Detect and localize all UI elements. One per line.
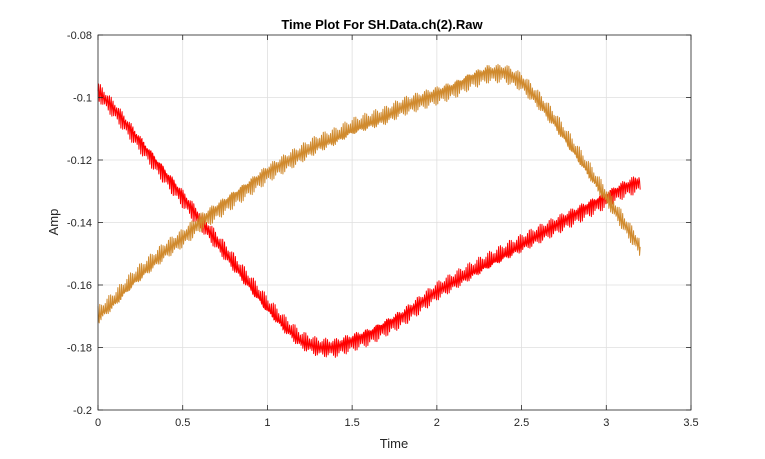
- y-tick-label: -0.12: [67, 155, 92, 167]
- series-layer: [97, 63, 641, 358]
- x-tick-label: 2.5: [514, 417, 529, 429]
- tick-marks: [97, 34, 692, 411]
- x-axis-label: Time: [380, 436, 408, 451]
- x-tick-label: 0.5: [175, 417, 190, 429]
- series-line-1: [97, 83, 641, 358]
- y-tick-label: -0.1: [73, 93, 92, 105]
- x-tick-label: 2: [434, 417, 440, 429]
- y-tick-label: -0.2: [73, 405, 92, 417]
- x-tick-label: 1.5: [344, 417, 359, 429]
- x-tick-label: 3.5: [683, 417, 698, 429]
- chart-title: Time Plot For SH.Data.ch(2).Raw: [281, 17, 483, 32]
- series-line-2: [97, 63, 641, 324]
- y-tick-label: -0.14: [67, 218, 92, 230]
- x-tick-label: 1: [264, 417, 270, 429]
- x-tick-label: 0: [95, 417, 101, 429]
- y-tick-label: -0.18: [67, 343, 92, 355]
- x-tick-label: 3: [603, 417, 609, 429]
- y-tick-labels: -0.2 -0.18 -0.16 -0.14 -0.12 -0.1 -0.08: [67, 30, 92, 417]
- y-tick-label: -0.08: [67, 30, 92, 42]
- y-tick-label: -0.16: [67, 280, 92, 292]
- y-axis-label: Amp: [46, 209, 61, 236]
- x-tick-labels: 0 0.5 1 1.5 2 2.5 3 3.5: [95, 417, 699, 429]
